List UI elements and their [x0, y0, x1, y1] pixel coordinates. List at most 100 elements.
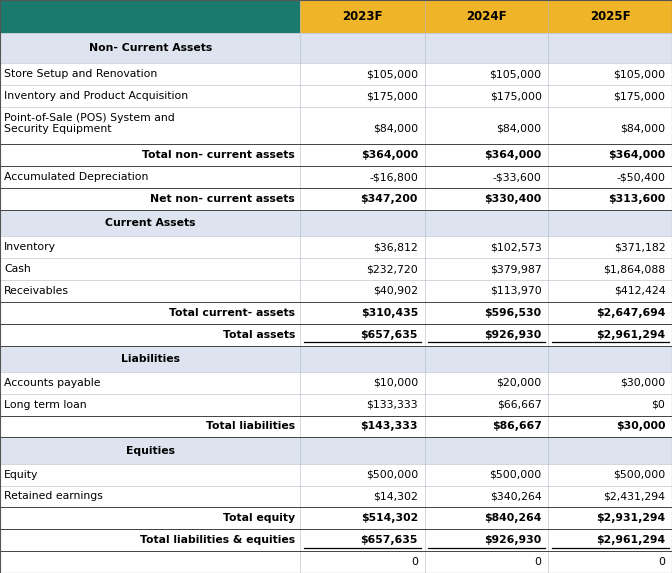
Bar: [0, 280, 672, 302]
Text: Equity: Equity: [4, 470, 38, 480]
Text: $1,864,088: $1,864,088: [603, 264, 665, 274]
Text: 2024F: 2024F: [466, 10, 507, 23]
Text: $20,000: $20,000: [497, 378, 542, 388]
Text: $596,530: $596,530: [485, 308, 542, 318]
Bar: [300, 0, 425, 33]
Text: $340,264: $340,264: [490, 492, 542, 501]
Bar: [548, 0, 672, 33]
Text: $30,000: $30,000: [620, 378, 665, 388]
Text: $40,902: $40,902: [373, 286, 418, 296]
Text: 2023F: 2023F: [342, 10, 383, 23]
Bar: [0, 437, 672, 464]
Text: Liabilities: Liabilities: [121, 354, 179, 364]
Text: $500,000: $500,000: [613, 470, 665, 480]
Bar: [0, 372, 672, 394]
Text: $657,635: $657,635: [361, 329, 418, 340]
Text: 0: 0: [411, 557, 418, 567]
Text: $86,667: $86,667: [492, 422, 542, 431]
Text: Retained earnings: Retained earnings: [4, 492, 103, 501]
Bar: [0, 529, 672, 551]
Text: $926,930: $926,930: [485, 329, 542, 340]
Bar: [0, 324, 672, 346]
Text: $371,182: $371,182: [614, 242, 665, 252]
Text: Current Assets: Current Assets: [105, 218, 196, 228]
Text: $2,647,694: $2,647,694: [596, 308, 665, 318]
Bar: [0, 415, 672, 437]
Text: $514,302: $514,302: [361, 513, 418, 523]
Text: Net non- current assets: Net non- current assets: [151, 194, 295, 204]
Text: $66,667: $66,667: [497, 399, 542, 410]
Text: $84,000: $84,000: [373, 124, 418, 134]
Text: $36,812: $36,812: [373, 242, 418, 252]
Text: Inventory and Product Acquisition: Inventory and Product Acquisition: [4, 91, 188, 101]
Text: $379,987: $379,987: [490, 264, 542, 274]
Bar: [0, 210, 672, 236]
Bar: [0, 346, 672, 372]
Bar: [0, 551, 672, 573]
Bar: [0, 144, 672, 166]
Text: $330,400: $330,400: [485, 194, 542, 204]
Text: Point-of-Sale (POS) System and: Point-of-Sale (POS) System and: [4, 113, 175, 123]
Text: Total liabilities & equities: Total liabilities & equities: [140, 535, 295, 545]
Text: $175,000: $175,000: [614, 91, 665, 101]
Text: 0: 0: [659, 557, 665, 567]
Text: $105,000: $105,000: [613, 69, 665, 79]
Text: Equities: Equities: [126, 446, 175, 456]
Text: -$33,600: -$33,600: [493, 172, 542, 182]
Text: $133,333: $133,333: [366, 399, 418, 410]
Text: $310,435: $310,435: [361, 308, 418, 318]
Text: $105,000: $105,000: [489, 69, 542, 79]
Text: $84,000: $84,000: [497, 124, 542, 134]
Text: $113,970: $113,970: [490, 286, 542, 296]
Bar: [0, 258, 672, 280]
Text: $364,000: $364,000: [608, 150, 665, 160]
Text: Long term loan: Long term loan: [4, 399, 87, 410]
Bar: [0, 507, 672, 529]
Text: Inventory: Inventory: [4, 242, 56, 252]
Text: $175,000: $175,000: [490, 91, 542, 101]
Text: Total current- assets: Total current- assets: [169, 308, 295, 318]
Text: 0: 0: [535, 557, 542, 567]
Bar: [0, 33, 672, 64]
Text: -$50,400: -$50,400: [616, 172, 665, 182]
Text: $657,635: $657,635: [361, 535, 418, 545]
Bar: [0, 236, 672, 258]
Text: Non- Current Assets: Non- Current Assets: [89, 43, 212, 53]
Text: $2,961,294: $2,961,294: [596, 535, 665, 545]
Text: $30,000: $30,000: [616, 422, 665, 431]
Text: $364,000: $364,000: [361, 150, 418, 160]
Text: $102,573: $102,573: [490, 242, 542, 252]
Bar: [0, 85, 672, 107]
Text: $500,000: $500,000: [366, 470, 418, 480]
Text: $10,000: $10,000: [373, 378, 418, 388]
Text: $347,200: $347,200: [361, 194, 418, 204]
Text: Total equity: Total equity: [223, 513, 295, 523]
Text: -$16,800: -$16,800: [369, 172, 418, 182]
Bar: [0, 188, 672, 210]
Text: $500,000: $500,000: [489, 470, 542, 480]
Text: $105,000: $105,000: [366, 69, 418, 79]
Text: $143,333: $143,333: [360, 422, 418, 431]
Text: Cash: Cash: [4, 264, 31, 274]
Text: $232,720: $232,720: [366, 264, 418, 274]
Text: Security Equipment: Security Equipment: [4, 124, 112, 134]
Bar: [0, 0, 300, 33]
Bar: [0, 107, 672, 144]
Bar: [0, 166, 672, 188]
Bar: [0, 464, 672, 485]
Text: Total liabilities: Total liabilities: [206, 422, 295, 431]
Text: Receivables: Receivables: [4, 286, 69, 296]
Text: $2,931,294: $2,931,294: [596, 513, 665, 523]
Bar: [0, 485, 672, 507]
Text: $412,424: $412,424: [614, 286, 665, 296]
Text: 2025F: 2025F: [590, 10, 630, 23]
Text: $14,302: $14,302: [373, 492, 418, 501]
Text: Store Setup and Renovation: Store Setup and Renovation: [4, 69, 157, 79]
Text: Total assets: Total assets: [222, 329, 295, 340]
Text: Accumulated Depreciation: Accumulated Depreciation: [4, 172, 149, 182]
Text: $313,600: $313,600: [608, 194, 665, 204]
Bar: [425, 0, 548, 33]
Text: $840,264: $840,264: [485, 513, 542, 523]
Text: Accounts payable: Accounts payable: [4, 378, 101, 388]
Text: $175,000: $175,000: [366, 91, 418, 101]
